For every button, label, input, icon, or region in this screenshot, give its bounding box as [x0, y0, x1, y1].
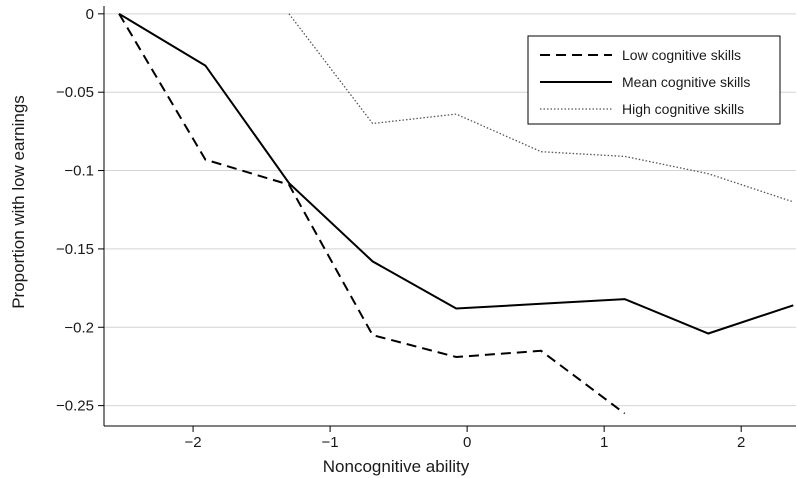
series-line-3	[288, 13, 794, 203]
axes	[98, 6, 796, 432]
tick-labels: 0 −0.05 −0.1 −0.15 −0.2 −0.25 −2 −1 0 1 2	[56, 6, 745, 451]
gridlines	[104, 13, 796, 407]
y-tick-label: 0	[86, 6, 94, 23]
y-tick-label: −0.25	[56, 398, 94, 415]
x-tick-label: 2	[737, 434, 745, 451]
legend-label-3: High cognitive skills	[622, 101, 744, 117]
x-tick-label: 1	[600, 434, 608, 451]
x-tick-label: 0	[463, 434, 471, 451]
y-tick-label: −0.15	[56, 241, 94, 258]
legend-label-1: Low cognitive skills	[622, 47, 741, 63]
x-axis-title: Noncognitive ability	[323, 457, 470, 476]
y-tick-label: −0.2	[64, 319, 94, 336]
series-line-2	[118, 12, 794, 335]
x-tick-label: −1	[322, 434, 339, 451]
y-tick-label: −0.05	[56, 84, 94, 101]
y-axis-title: Proportion with low earnings	[9, 95, 28, 309]
x-tick-label: −2	[185, 434, 202, 451]
legend-box	[527, 35, 781, 125]
legend-label-2: Mean cognitive skills	[622, 74, 750, 90]
series-lines	[118, 12, 794, 415]
y-tick-label: −0.1	[64, 163, 94, 180]
series-line-1	[118, 13, 626, 415]
legend: Low cognitive skills Mean cognitive skill…	[527, 35, 781, 125]
